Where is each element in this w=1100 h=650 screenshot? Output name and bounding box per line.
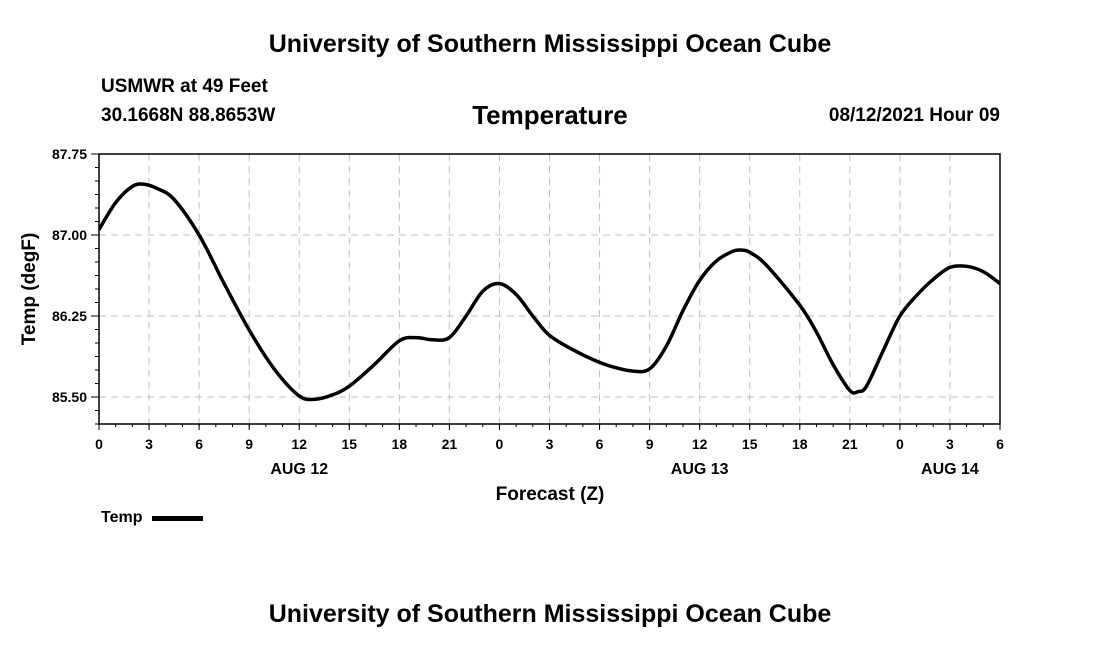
x-tick-label: 15	[341, 436, 357, 452]
x-tick-label: 21	[442, 436, 458, 452]
forecast-datetime: 08/12/2021 Hour 09	[828, 105, 1000, 126]
x-tick-label: 3	[145, 436, 153, 452]
x-tick-label: 6	[996, 436, 1004, 452]
legend-label-temp: Temp	[101, 509, 143, 526]
x-tick-label: 0	[95, 436, 103, 452]
x-tick-label: 12	[692, 436, 708, 452]
date-label: AUG 14	[921, 461, 979, 478]
date-label: AUG 13	[671, 461, 729, 478]
x-tick-label: 0	[896, 436, 904, 452]
x-axis-label: Forecast (Z)	[496, 484, 605, 505]
x-tick-label: 12	[291, 436, 307, 452]
x-tick-label: 3	[546, 436, 554, 452]
plot-frame	[98, 153, 1001, 425]
x-tick-label: 6	[195, 436, 203, 452]
series-line-temp	[99, 182, 1000, 402]
x-tick-label: 6	[596, 436, 604, 452]
x-tick-label: 18	[392, 436, 408, 452]
x-tick-label: 21	[842, 436, 858, 452]
x-tick-label: 15	[742, 436, 758, 452]
y-axis-label: Temp (degF)	[19, 233, 40, 346]
date-label: AUG 12	[270, 461, 328, 478]
x-tick-label: 0	[496, 436, 504, 452]
x-tick-label: 18	[792, 436, 808, 452]
station-label: USMWR at 49 Feet	[101, 76, 268, 97]
legend-swatch-temp	[152, 515, 204, 521]
x-tick-label: 9	[646, 436, 654, 452]
y-tick-label: 87.75	[52, 146, 87, 162]
y-tick-label: 86.25	[52, 308, 87, 324]
station-coordinates: 30.1668N 88.8653W	[101, 105, 276, 126]
x-tick-label: 3	[946, 436, 954, 452]
legend: Temp	[101, 509, 204, 527]
y-tick-label: 85.50	[52, 389, 87, 405]
y-tick-label: 87.00	[52, 227, 87, 243]
page-title: University of Southern Mississippi Ocean…	[268, 30, 832, 58]
footer-title: University of Southern Mississippi Ocean…	[268, 600, 832, 628]
x-tick-label: 9	[245, 436, 253, 452]
chart-title: Temperature	[472, 100, 628, 130]
